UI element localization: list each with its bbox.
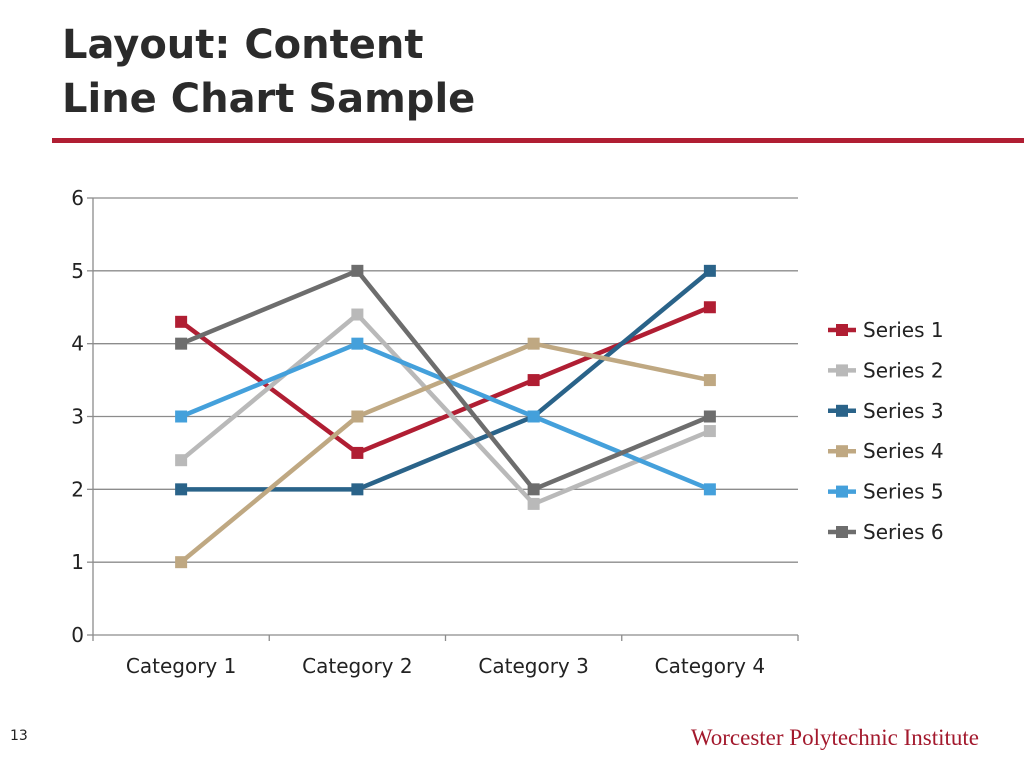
y-tick-label: 2 bbox=[71, 477, 84, 501]
data-point-series-5 bbox=[527, 410, 540, 423]
title-divider bbox=[52, 138, 1024, 143]
data-point-series-4 bbox=[175, 556, 188, 569]
legend-label: Series 4 bbox=[863, 439, 944, 463]
data-point-series-3 bbox=[703, 264, 716, 277]
data-point-series-6 bbox=[175, 337, 188, 350]
legend-swatch-marker bbox=[836, 526, 848, 538]
y-tick-label: 5 bbox=[71, 259, 84, 283]
legend-label: Series 6 bbox=[863, 520, 944, 544]
y-tick-label: 6 bbox=[71, 186, 84, 210]
data-point-series-6 bbox=[703, 410, 716, 423]
y-tick-label: 4 bbox=[71, 332, 84, 356]
x-tick-label: Category 3 bbox=[478, 654, 588, 678]
page-number: 13 bbox=[10, 728, 28, 744]
legend-swatch-marker bbox=[836, 324, 848, 336]
data-point-series-6 bbox=[527, 483, 540, 496]
slide-title: Layout: Content Line Chart Sample bbox=[62, 18, 475, 126]
data-point-series-1 bbox=[703, 301, 716, 314]
footer-institution: Worcester Polytechnic Institute bbox=[690, 725, 979, 750]
x-tick-label: Category 1 bbox=[126, 654, 236, 678]
legend-swatch-marker bbox=[836, 404, 848, 417]
y-tick-label: 1 bbox=[71, 550, 84, 574]
data-point-series-4 bbox=[527, 337, 540, 350]
x-tick-label: Category 2 bbox=[302, 654, 412, 678]
data-point-series-2 bbox=[351, 308, 364, 321]
slide-title-line-1: Layout: Content bbox=[62, 22, 424, 68]
data-point-series-6 bbox=[351, 264, 364, 277]
data-point-series-3 bbox=[351, 483, 364, 496]
data-point-series-1 bbox=[175, 315, 188, 328]
legend-label: Series 1 bbox=[863, 318, 944, 342]
legend-label: Series 3 bbox=[863, 399, 944, 423]
legend-swatch-marker bbox=[836, 485, 848, 498]
data-point-series-1 bbox=[527, 374, 540, 387]
data-point-series-5 bbox=[351, 337, 364, 350]
data-point-series-5 bbox=[703, 483, 716, 496]
data-point-series-4 bbox=[703, 374, 716, 387]
legend-label: Series 2 bbox=[863, 358, 944, 382]
data-point-series-1 bbox=[351, 446, 364, 459]
legend-swatch-marker bbox=[836, 364, 848, 377]
y-tick-label: 3 bbox=[71, 405, 84, 429]
series-line-2 bbox=[179, 312, 711, 507]
data-point-series-2 bbox=[175, 454, 188, 467]
series-line-6 bbox=[180, 268, 711, 492]
data-point-series-3 bbox=[175, 483, 188, 496]
data-point-series-5 bbox=[175, 410, 188, 423]
x-tick-label: Category 4 bbox=[655, 654, 765, 678]
legend-swatch-marker bbox=[836, 445, 848, 458]
slide-title-line-2: Line Chart Sample bbox=[62, 76, 476, 122]
data-point-series-2 bbox=[527, 497, 540, 510]
legend-label: Series 5 bbox=[863, 480, 944, 504]
y-tick-label: 0 bbox=[71, 623, 84, 647]
data-point-series-4 bbox=[351, 410, 364, 423]
data-point-series-2 bbox=[703, 425, 716, 438]
